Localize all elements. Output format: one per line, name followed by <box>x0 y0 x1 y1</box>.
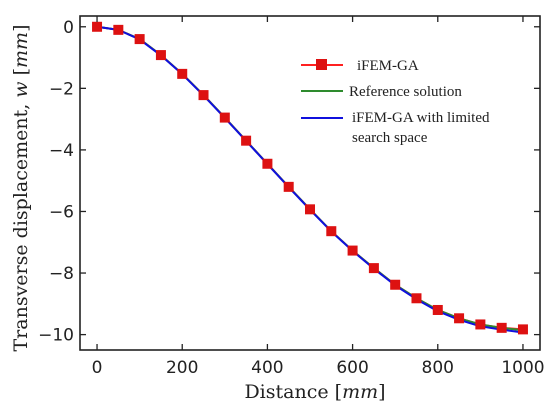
series-line-reference-solution <box>96 25 524 332</box>
x-tick-label: 800 <box>422 358 454 378</box>
plot-frame <box>79 15 541 351</box>
data-point-ifem-ga <box>454 313 465 324</box>
data-point-ifem-ga <box>283 181 294 192</box>
data-point-ifem-ga <box>305 204 315 215</box>
legend-label-reference: Reference solution <box>349 84 462 100</box>
data-point-ifem-ga <box>326 226 337 237</box>
data-point-ifem-ga <box>411 293 422 304</box>
y-tick-label: −4 <box>49 141 74 161</box>
data-point-ifem-ga <box>496 322 507 333</box>
x-axis-title: Distance [mm] <box>244 381 385 403</box>
legend-label-ifem-ga: iFEM-GA <box>357 58 419 74</box>
x-tick-label: 200 <box>166 358 198 378</box>
data-point-ifem-ga <box>262 158 273 169</box>
data-point-ifem-ga <box>113 24 124 35</box>
data-point-ifem-ga <box>155 50 166 61</box>
series-layer <box>92 21 528 335</box>
series-line-ifem-ga <box>96 25 524 331</box>
x-tick-label: 1000 <box>501 358 544 378</box>
data-point-ifem-ga <box>198 90 209 101</box>
x-tick-label: 600 <box>336 358 368 378</box>
data-point-ifem-ga <box>432 304 443 315</box>
x-tick-label: 400 <box>251 358 283 378</box>
data-point-ifem-ga <box>177 68 188 79</box>
axes-layer: 0 200 400 600 800 1000 0 −2 −4 −6 −8 −10 <box>38 15 545 378</box>
data-point-ifem-ga <box>347 245 358 256</box>
series-line-ifem-ga-with-limited-search-space <box>96 25 524 334</box>
data-point-ifem-ga <box>241 135 252 146</box>
legend-marker-ifem-ga <box>316 59 327 70</box>
data-point-ifem-ga <box>219 112 230 123</box>
data-point-ifem-ga <box>92 21 103 32</box>
data-point-ifem-ga <box>134 34 145 45</box>
y-tick-label: −2 <box>49 79 74 99</box>
data-point-ifem-ga <box>390 279 401 290</box>
y-tick-label: −6 <box>49 202 74 222</box>
data-point-ifem-ga <box>517 324 528 335</box>
data-point-ifem-ga <box>475 319 486 330</box>
y-tick-label: 0 <box>63 18 74 38</box>
x-tick-label: 0 <box>92 358 103 378</box>
y-axis-title: Transverse displacement, w [mm] <box>10 24 32 351</box>
legend-label-limited-line2: search space <box>352 130 428 146</box>
y-tick-label: −8 <box>49 264 74 284</box>
data-point-ifem-ga <box>368 263 379 274</box>
legend-label-limited-line1: iFEM-GA with limited <box>352 110 490 126</box>
legend: iFEM-GA Reference solution iFEM-GA with … <box>301 58 490 146</box>
y-tick-label: −10 <box>38 326 74 346</box>
